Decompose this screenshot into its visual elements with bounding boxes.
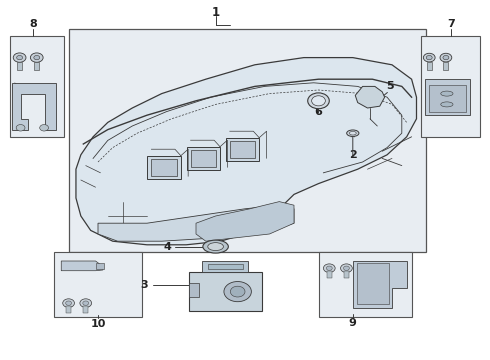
Polygon shape bbox=[61, 261, 103, 271]
Circle shape bbox=[80, 299, 92, 307]
Circle shape bbox=[17, 55, 23, 60]
Circle shape bbox=[63, 299, 74, 307]
Circle shape bbox=[440, 53, 452, 62]
Polygon shape bbox=[76, 58, 416, 245]
Text: 6: 6 bbox=[315, 107, 322, 117]
Bar bbox=[189, 272, 262, 311]
Polygon shape bbox=[355, 86, 385, 108]
Ellipse shape bbox=[208, 243, 223, 251]
Ellipse shape bbox=[346, 130, 359, 136]
Circle shape bbox=[326, 266, 332, 270]
Circle shape bbox=[40, 125, 49, 131]
Bar bbox=[54, 252, 142, 317]
Ellipse shape bbox=[441, 102, 453, 107]
Circle shape bbox=[341, 264, 352, 273]
Ellipse shape bbox=[441, 91, 453, 96]
Circle shape bbox=[308, 93, 329, 109]
Bar bbox=[230, 140, 255, 158]
Bar bbox=[187, 147, 220, 170]
Circle shape bbox=[423, 53, 435, 62]
Bar bbox=[17, 62, 22, 70]
Circle shape bbox=[323, 264, 335, 273]
Bar bbox=[151, 158, 177, 176]
Bar bbox=[191, 149, 216, 167]
Text: 3: 3 bbox=[141, 280, 148, 290]
Text: 8: 8 bbox=[29, 19, 37, 30]
Circle shape bbox=[66, 301, 72, 305]
Bar bbox=[208, 264, 243, 269]
Circle shape bbox=[13, 53, 26, 62]
Circle shape bbox=[426, 55, 432, 60]
Bar bbox=[69, 29, 426, 252]
Bar bbox=[10, 36, 64, 137]
Text: 2: 2 bbox=[349, 150, 357, 160]
Bar bbox=[83, 306, 88, 313]
Bar bbox=[189, 283, 199, 297]
Text: 7: 7 bbox=[447, 19, 455, 30]
Bar bbox=[318, 252, 412, 317]
Bar bbox=[226, 138, 259, 161]
Polygon shape bbox=[98, 205, 294, 241]
Circle shape bbox=[34, 55, 40, 60]
Bar bbox=[425, 79, 470, 115]
Circle shape bbox=[230, 286, 245, 297]
Bar bbox=[427, 62, 432, 70]
Circle shape bbox=[224, 282, 251, 302]
Bar bbox=[327, 271, 332, 278]
Polygon shape bbox=[353, 261, 407, 308]
Text: 5: 5 bbox=[386, 81, 393, 91]
Bar bbox=[443, 62, 448, 70]
Bar bbox=[429, 85, 466, 112]
Text: 10: 10 bbox=[90, 319, 106, 329]
Circle shape bbox=[343, 266, 349, 270]
Text: 9: 9 bbox=[349, 318, 357, 328]
Circle shape bbox=[16, 125, 25, 131]
Bar bbox=[34, 62, 39, 70]
Bar bbox=[344, 271, 349, 278]
Circle shape bbox=[443, 55, 449, 60]
Polygon shape bbox=[196, 202, 294, 241]
Ellipse shape bbox=[349, 131, 356, 135]
Bar bbox=[66, 306, 71, 313]
Bar bbox=[147, 156, 181, 179]
Bar bbox=[421, 36, 480, 137]
Bar bbox=[357, 263, 389, 304]
Circle shape bbox=[83, 301, 89, 305]
Ellipse shape bbox=[203, 240, 228, 253]
Bar bbox=[202, 261, 248, 272]
Circle shape bbox=[312, 96, 325, 106]
Text: 4: 4 bbox=[164, 242, 171, 252]
Text: 1: 1 bbox=[212, 6, 220, 19]
Polygon shape bbox=[12, 83, 56, 130]
Circle shape bbox=[30, 53, 43, 62]
Bar bbox=[96, 263, 104, 269]
